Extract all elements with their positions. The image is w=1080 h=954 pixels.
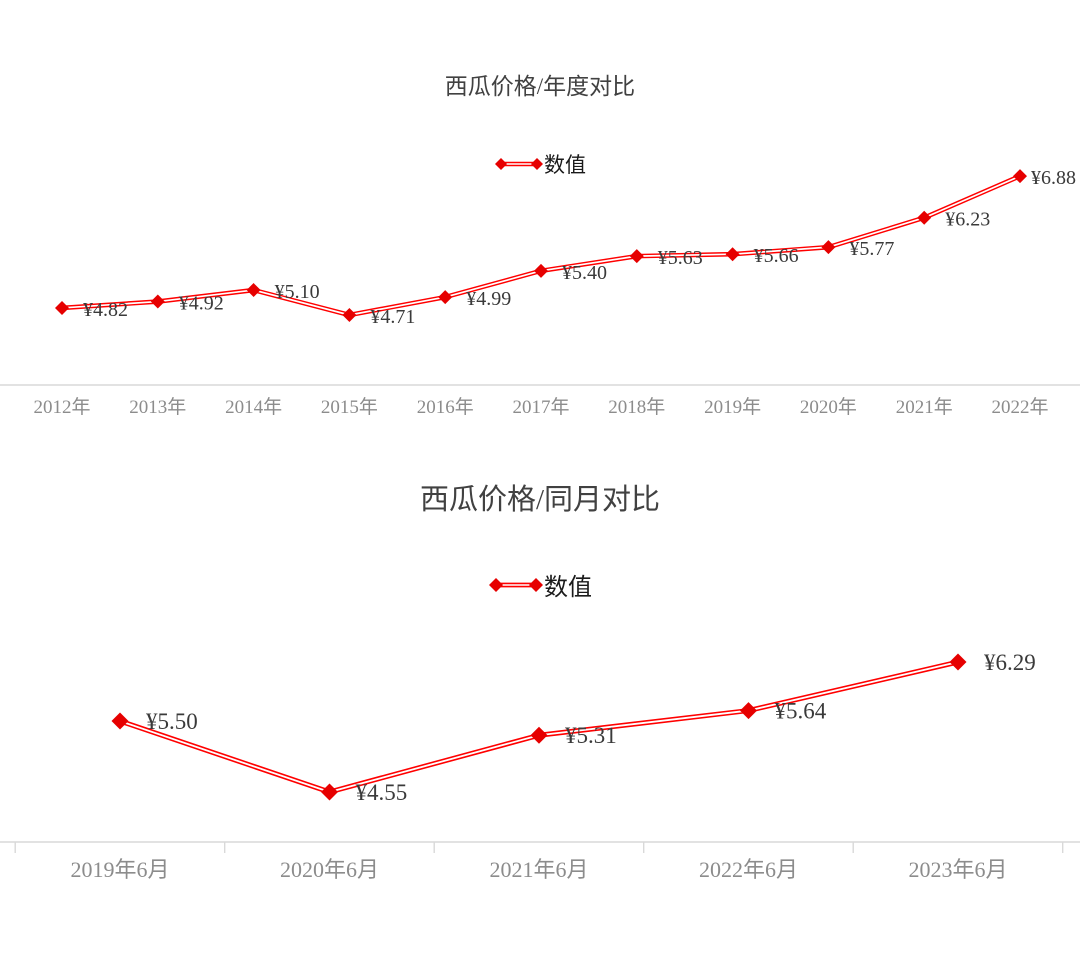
monthly-chart-legend: 数值 bbox=[0, 567, 1080, 602]
x-axis-tick-label: 2017年 bbox=[512, 396, 569, 418]
data-point-label: ¥4.71 bbox=[370, 306, 415, 328]
x-axis-tick-label: 2021年6月 bbox=[489, 857, 588, 882]
x-axis-tick-label: 2019年6月 bbox=[70, 857, 169, 882]
data-point-label: ¥4.55 bbox=[356, 780, 408, 805]
legend-label: 数值 bbox=[544, 575, 592, 601]
data-point-label: ¥5.64 bbox=[775, 699, 827, 724]
data-point-label: ¥6.23 bbox=[945, 209, 990, 231]
x-axis-tick-label: 2020年 bbox=[800, 396, 857, 418]
x-axis-tick-label: 2018年 bbox=[608, 396, 665, 418]
x-axis-tick-label: 2012年 bbox=[33, 396, 90, 418]
monthly-chart-title: 西瓜价格/同月对比 bbox=[419, 484, 661, 516]
legend-label: 数值 bbox=[544, 153, 586, 177]
data-point-label: ¥4.82 bbox=[83, 299, 128, 321]
yearly-chart-legend: 数值 bbox=[0, 149, 1080, 179]
x-axis-tick-label: 2014年 bbox=[225, 396, 282, 418]
data-point-label: ¥5.77 bbox=[849, 238, 894, 260]
x-axis-tick-label: 2022年6月 bbox=[699, 857, 798, 882]
data-point-label: ¥6.88 bbox=[1031, 167, 1076, 189]
data-point-label: ¥4.99 bbox=[466, 288, 511, 310]
x-axis-tick-label: 2015年 bbox=[321, 396, 378, 418]
data-point-label: ¥4.92 bbox=[179, 293, 224, 315]
x-axis-tick-label: 2016年 bbox=[417, 396, 474, 418]
yearly-chart-title: 西瓜价格/年度对比 bbox=[444, 74, 636, 99]
x-axis-tick-label: 2020年6月 bbox=[280, 857, 379, 882]
data-point-label: ¥5.50 bbox=[146, 709, 198, 734]
x-axis-tick-label: 2013年 bbox=[129, 396, 186, 418]
data-point-label: ¥6.29 bbox=[984, 650, 1036, 675]
data-point-label: ¥5.31 bbox=[565, 723, 617, 748]
yearly-chart-plot: 2012年 2013年 2014年 2015年 2016年 2017年 2018年 2019年… bbox=[0, 167, 1080, 418]
data-point-label: ¥5.66 bbox=[754, 245, 799, 267]
x-axis-tick-label: 2023年6月 bbox=[908, 857, 1007, 882]
x-axis-tick-label: 2019年 bbox=[704, 396, 761, 418]
data-point-label: ¥5.63 bbox=[658, 247, 703, 269]
data-point-label: ¥5.40 bbox=[562, 262, 607, 284]
data-point-label: ¥5.10 bbox=[275, 281, 320, 303]
legend-line-marker-icon bbox=[495, 158, 543, 170]
x-axis-tick-label: 2021年 bbox=[896, 396, 953, 418]
x-axis-tick-label: 2022年 bbox=[991, 396, 1048, 418]
legend-line-marker-icon bbox=[489, 577, 543, 592]
monthly-chart-plot: 2019年6月 2020年6月 2021年6月 2022年6月 2023年6月 ¥5.50… bbox=[0, 650, 1080, 882]
